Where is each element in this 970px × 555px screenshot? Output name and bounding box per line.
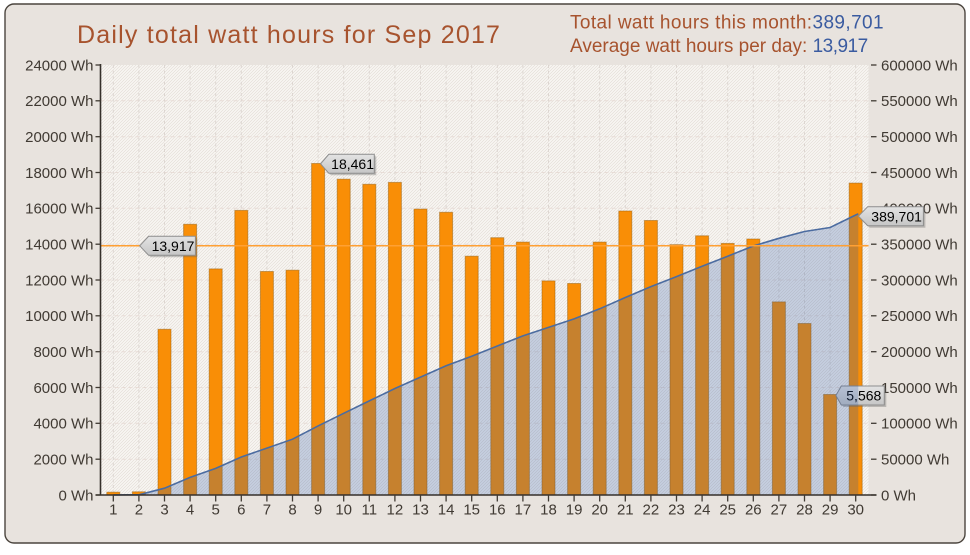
svg-text:22000 Wh: 22000 Wh xyxy=(25,93,93,110)
svg-text:28: 28 xyxy=(796,502,813,519)
svg-text:Daily total watt hours for Sep: Daily total watt hours for Sep 2017 xyxy=(77,21,501,49)
svg-text:12: 12 xyxy=(387,502,404,519)
svg-text:2000 Wh: 2000 Wh xyxy=(33,452,93,469)
svg-text:24000 Wh: 24000 Wh xyxy=(25,57,93,74)
svg-text:8: 8 xyxy=(288,502,296,519)
svg-text:5: 5 xyxy=(212,502,220,519)
svg-text:30: 30 xyxy=(847,502,864,519)
svg-text:16: 16 xyxy=(489,502,506,519)
svg-text:24: 24 xyxy=(694,502,711,519)
svg-text:13: 13 xyxy=(412,502,429,519)
svg-text:14000 Wh: 14000 Wh xyxy=(25,237,93,254)
svg-text:29: 29 xyxy=(822,502,839,519)
svg-text:18000 Wh: 18000 Wh xyxy=(25,165,93,182)
svg-text:14: 14 xyxy=(438,502,455,519)
svg-text:5,568: 5,568 xyxy=(846,388,881,404)
svg-text:1: 1 xyxy=(109,502,117,519)
svg-text:300000 Wh: 300000 Wh xyxy=(881,272,958,289)
svg-text:250000 Wh: 250000 Wh xyxy=(881,308,958,325)
svg-text:13,917: 13,917 xyxy=(152,238,195,254)
svg-text:22: 22 xyxy=(643,502,660,519)
svg-text:550000 Wh: 550000 Wh xyxy=(881,93,958,110)
svg-text:23: 23 xyxy=(668,502,685,519)
svg-text:0 Wh: 0 Wh xyxy=(881,487,916,504)
svg-text:26: 26 xyxy=(745,502,762,519)
svg-text:15: 15 xyxy=(463,502,480,519)
svg-text:17: 17 xyxy=(515,502,532,519)
svg-text:50000 Wh: 50000 Wh xyxy=(881,452,949,469)
svg-text:16000 Wh: 16000 Wh xyxy=(25,201,93,218)
svg-text:350000 Wh: 350000 Wh xyxy=(881,237,958,254)
svg-text:500000 Wh: 500000 Wh xyxy=(881,129,958,146)
svg-text:4: 4 xyxy=(186,502,194,519)
svg-text:21: 21 xyxy=(617,502,634,519)
svg-text:389,701: 389,701 xyxy=(871,208,922,224)
svg-text:600000 Wh: 600000 Wh xyxy=(881,57,958,74)
svg-text:20: 20 xyxy=(591,502,608,519)
svg-text:11: 11 xyxy=(362,502,378,519)
svg-text:20000 Wh: 20000 Wh xyxy=(25,129,93,146)
svg-text:8000 Wh: 8000 Wh xyxy=(33,344,93,361)
svg-text:Total watt hours this month:38: Total watt hours this month:389,701 xyxy=(570,13,884,34)
svg-text:3: 3 xyxy=(160,502,168,519)
svg-text:2: 2 xyxy=(135,502,143,519)
svg-text:0 Wh: 0 Wh xyxy=(58,487,93,504)
svg-text:10: 10 xyxy=(335,502,352,519)
svg-text:150000 Wh: 150000 Wh xyxy=(881,380,958,397)
svg-text:18: 18 xyxy=(540,502,557,519)
svg-text:27: 27 xyxy=(771,502,788,519)
svg-text:450000 Wh: 450000 Wh xyxy=(881,165,958,182)
svg-text:4000 Wh: 4000 Wh xyxy=(33,416,93,433)
svg-text:19: 19 xyxy=(566,502,583,519)
svg-text:10000 Wh: 10000 Wh xyxy=(25,308,93,325)
svg-text:25: 25 xyxy=(719,502,736,519)
svg-text:6: 6 xyxy=(237,502,245,519)
svg-text:7: 7 xyxy=(263,502,271,519)
svg-text:18,461: 18,461 xyxy=(331,156,374,172)
svg-text:Average watt hours per day: 13: Average watt hours per day: 13,917 xyxy=(570,36,868,57)
svg-text:12000 Wh: 12000 Wh xyxy=(25,272,93,289)
svg-text:6000 Wh: 6000 Wh xyxy=(33,380,93,397)
svg-text:100000 Wh: 100000 Wh xyxy=(881,416,958,433)
svg-text:9: 9 xyxy=(314,502,322,519)
svg-text:200000 Wh: 200000 Wh xyxy=(881,344,958,361)
